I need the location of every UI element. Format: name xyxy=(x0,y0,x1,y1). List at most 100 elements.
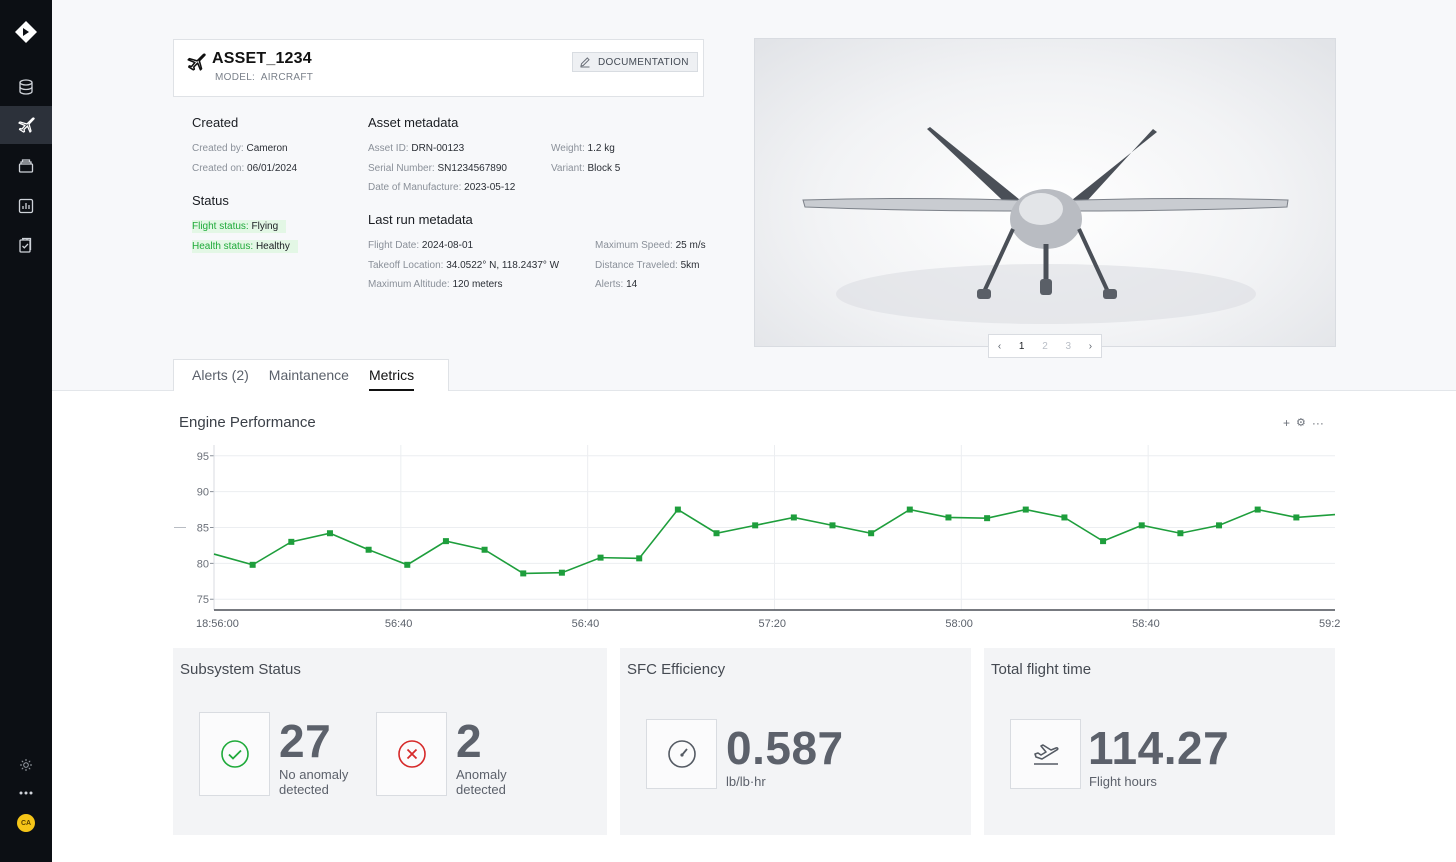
last-run-heading: Last run metadata xyxy=(368,212,473,227)
pager-next-icon[interactable]: › xyxy=(1088,340,1093,352)
sun-icon[interactable] xyxy=(0,758,52,772)
distance-traveled: Distance Traveled: 5km xyxy=(595,260,700,271)
add-icon[interactable]: + xyxy=(1283,416,1291,430)
x-tick-label: 18:56:00 xyxy=(196,618,239,630)
x-tick-label: 56:40 xyxy=(572,618,600,630)
anomaly-label: Anomaly detected xyxy=(456,767,507,797)
data-point xyxy=(674,506,681,513)
x-tick-label: 56:40 xyxy=(385,618,413,630)
data-point xyxy=(868,530,875,537)
tab-maintenance[interactable]: Maintanence xyxy=(268,366,349,383)
sidebar: CA xyxy=(0,0,52,862)
settings-icon[interactable]: ⚙ xyxy=(1296,417,1306,429)
pager-page[interactable]: 2 xyxy=(1042,340,1048,352)
more-icon[interactable] xyxy=(0,790,52,796)
logo-icon[interactable] xyxy=(15,21,37,43)
anomaly-count: 2 xyxy=(456,715,483,767)
variant: Variant: Block 5 xyxy=(551,163,621,174)
sfc-unit: lb/lb·hr xyxy=(726,774,766,789)
data-point xyxy=(404,561,411,568)
nav-database-icon[interactable] xyxy=(0,68,52,106)
nav-clipboard-icon[interactable] xyxy=(0,226,52,264)
drone-illustration xyxy=(802,127,1289,324)
data-point xyxy=(1100,538,1107,545)
data-point xyxy=(481,546,488,553)
data-point xyxy=(597,554,604,561)
serial-number: Serial Number: SN1234567890 xyxy=(368,163,507,174)
asset-model: MODEL: AIRCRAFT xyxy=(215,72,314,83)
data-point xyxy=(326,530,333,537)
status-heading: Status xyxy=(192,193,229,208)
more-icon[interactable]: ··· xyxy=(1311,416,1324,430)
health-status-badge: Health status: Healthy xyxy=(192,240,298,253)
data-point xyxy=(1293,514,1300,521)
created-heading: Created xyxy=(192,115,239,130)
data-point xyxy=(249,561,256,568)
chart-title: Engine Performance xyxy=(179,414,316,431)
series-line xyxy=(213,508,1336,575)
data-point xyxy=(752,522,759,529)
takeoff-location: Takeoff Location: 34.0522° N, 118.2437° … xyxy=(368,260,560,271)
nav-bar-chart-icon[interactable] xyxy=(0,187,52,225)
x-tick-label: 58:40 xyxy=(1132,618,1160,630)
error-circle-icon xyxy=(397,740,426,768)
subsystem-status-card: Subsystem Status 27 No anomaly detected 2… xyxy=(173,648,607,835)
data-point xyxy=(288,538,295,545)
data-point xyxy=(984,515,991,522)
asset-detail-panel: ASSET_1234 MODEL: AIRCRAFT DOCUMENTATION… xyxy=(52,0,1456,391)
avatar[interactable]: CA xyxy=(17,814,35,832)
data-point xyxy=(442,538,449,545)
maximum-altitude: Maximum Altitude: 120 meters xyxy=(368,279,503,290)
data-point xyxy=(790,514,797,521)
pencil-icon xyxy=(580,57,590,68)
image-pager: ‹ 1 2 3 › xyxy=(988,334,1102,358)
subsystem-title: Subsystem Status xyxy=(180,661,301,678)
data-point xyxy=(1061,514,1068,521)
data-point xyxy=(1216,522,1223,529)
data-point xyxy=(636,555,643,562)
chart-actions: + ⚙ ··· xyxy=(1283,416,1324,430)
asset-id: Asset ID: DRN-00123 xyxy=(368,143,465,154)
flight-status-badge: Flight status: Flying xyxy=(192,220,287,233)
ok-icon-box xyxy=(199,712,270,796)
sfc-efficiency-card: SFC Efficiency 0.587 lb/lb·hr xyxy=(620,648,971,835)
data-point xyxy=(1177,530,1184,537)
anomaly-icon-box xyxy=(376,712,447,796)
flight-time-unit: Flight hours xyxy=(1089,774,1157,789)
ok-label: No anomaly detected xyxy=(279,767,349,797)
x-tick-label: 59:20 xyxy=(1319,618,1340,630)
aircraft-image xyxy=(754,38,1336,347)
asset-metadata-heading: Asset metadata xyxy=(368,115,459,130)
y-tick-label: 95 xyxy=(197,451,209,463)
takeoff-icon xyxy=(1033,744,1059,765)
maximum-speed: Maximum Speed: 25 m/s xyxy=(595,240,706,251)
takeoff-icon-box xyxy=(1010,719,1081,789)
data-point xyxy=(1022,506,1029,513)
data-point xyxy=(365,546,372,553)
documentation-button[interactable]: DOCUMENTATION xyxy=(572,52,698,72)
pager-page[interactable]: 3 xyxy=(1065,340,1072,352)
created-on: Created on: 06/01/2024 xyxy=(192,163,298,174)
asset-header-card: ASSET_1234 MODEL: AIRCRAFT DOCUMENTATION xyxy=(173,39,704,97)
sfc-title: SFC Efficiency xyxy=(627,661,726,678)
tab-alerts[interactable]: Alerts (2) xyxy=(192,366,249,383)
aircraft-icon xyxy=(187,53,206,71)
pager-prev-icon[interactable]: ‹ xyxy=(997,340,1002,352)
flight-time-value: 114.27 xyxy=(1088,722,1230,774)
nav-archive-icon[interactable] xyxy=(0,147,52,185)
tab-metrics[interactable]: Metrics xyxy=(368,366,415,391)
data-point xyxy=(906,506,913,513)
y-tick-label: 85 xyxy=(197,523,209,535)
pager-page[interactable]: 1 xyxy=(1018,340,1025,352)
y-tick-label: 90 xyxy=(197,487,209,499)
ok-count: 27 xyxy=(279,715,332,767)
asset-title: ASSET_1234 xyxy=(212,50,312,67)
y-tick-label: 75 xyxy=(197,594,209,606)
data-point xyxy=(558,569,565,576)
created-by: Created by: Cameron xyxy=(192,143,288,154)
check-circle-icon xyxy=(220,740,249,768)
x-tick-label: 57:20 xyxy=(759,618,787,630)
nav-aircraft-icon[interactable] xyxy=(0,106,52,144)
y-tick-label: 80 xyxy=(197,558,209,570)
gauge-icon-box xyxy=(646,719,717,789)
